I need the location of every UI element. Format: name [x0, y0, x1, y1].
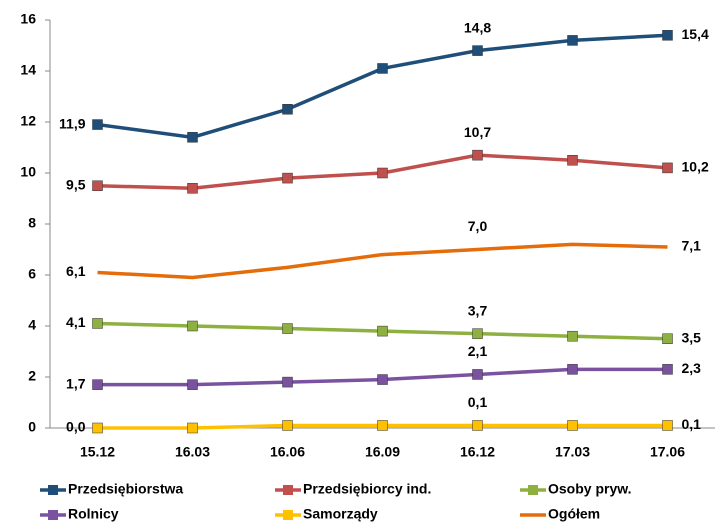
marker	[567, 155, 578, 166]
marker	[472, 420, 483, 431]
data-label: 15,4	[682, 26, 709, 42]
data-label: 0,1	[468, 394, 488, 410]
x-tick-label: 16.09	[365, 444, 400, 460]
marker	[282, 104, 293, 115]
x-tick-label: 17.03	[555, 444, 590, 460]
legend-label: Rolnicy	[68, 506, 119, 522]
marker	[92, 119, 103, 130]
marker	[472, 328, 483, 339]
marker	[377, 63, 388, 74]
marker	[377, 325, 388, 337]
marker	[377, 420, 388, 431]
marker	[187, 132, 198, 143]
marker	[472, 149, 483, 161]
y-tick-label: 4	[28, 317, 36, 333]
legend-swatch	[528, 485, 538, 495]
x-tick-label: 16.06	[270, 444, 305, 460]
y-tick-label: 10	[20, 164, 36, 180]
data-label: 0,1	[682, 416, 702, 432]
series-line	[97, 242, 668, 280]
marker	[92, 180, 103, 191]
marker	[472, 369, 483, 380]
data-label: 10,7	[464, 124, 491, 140]
marker	[662, 30, 673, 41]
data-label: 3,5	[682, 329, 702, 345]
marker	[662, 333, 673, 344]
data-label: 1,7	[66, 375, 86, 391]
data-label: 7,1	[682, 238, 702, 254]
x-tick-label: 15.12	[80, 444, 115, 460]
marker	[92, 318, 103, 329]
marker	[377, 374, 388, 385]
marker	[567, 364, 578, 375]
legend-label: Osoby pryw.	[548, 481, 632, 497]
legend-label: Przedsiębiorcy ind.	[303, 481, 431, 497]
marker	[282, 172, 293, 184]
data-label: 2,1	[468, 343, 488, 359]
legend-swatch	[48, 485, 58, 495]
data-label: 2,3	[682, 360, 702, 376]
y-tick-label: 14	[20, 62, 36, 78]
marker	[92, 422, 103, 434]
y-tick-label: 0	[28, 419, 36, 435]
marker	[662, 162, 673, 174]
marker	[567, 35, 578, 46]
marker	[662, 364, 673, 375]
data-label: 0,0	[66, 419, 86, 435]
y-tick-label: 12	[20, 113, 36, 129]
x-tick-label: 16.12	[460, 444, 495, 460]
legend-label: Samorządy	[303, 506, 378, 522]
marker	[187, 422, 198, 434]
data-label: 14,8	[464, 19, 491, 35]
data-label: 11,9	[59, 115, 86, 131]
legend-swatch	[283, 485, 293, 495]
legend-swatch	[48, 510, 58, 520]
marker	[187, 183, 198, 194]
y-tick-label: 16	[20, 11, 36, 27]
marker	[282, 420, 293, 431]
y-tick-label: 8	[28, 215, 36, 231]
data-label: 9,5	[66, 176, 86, 192]
series-line	[97, 33, 668, 140]
marker	[92, 379, 103, 390]
marker	[472, 45, 483, 56]
data-label: 7,0	[468, 218, 488, 234]
marker	[282, 376, 293, 388]
legend-label: Przedsiębiorstwa	[68, 481, 183, 497]
marker	[187, 379, 198, 390]
x-tick-label: 16.03	[175, 444, 210, 460]
marker	[567, 330, 578, 342]
marker	[282, 323, 293, 334]
marker	[377, 167, 388, 179]
x-tick-label: 17.06	[650, 444, 685, 460]
y-tick-label: 6	[28, 266, 36, 282]
data-label: 4,1	[66, 314, 86, 330]
legend-label: Ogółem	[548, 506, 600, 522]
marker	[662, 420, 673, 431]
marker	[567, 420, 578, 431]
legend-swatch	[283, 510, 293, 520]
data-label: 6,1	[66, 263, 86, 279]
data-label: 10,2	[682, 159, 709, 175]
marker	[187, 320, 198, 332]
data-label: 3,7	[468, 302, 488, 318]
y-tick-label: 2	[28, 368, 36, 384]
